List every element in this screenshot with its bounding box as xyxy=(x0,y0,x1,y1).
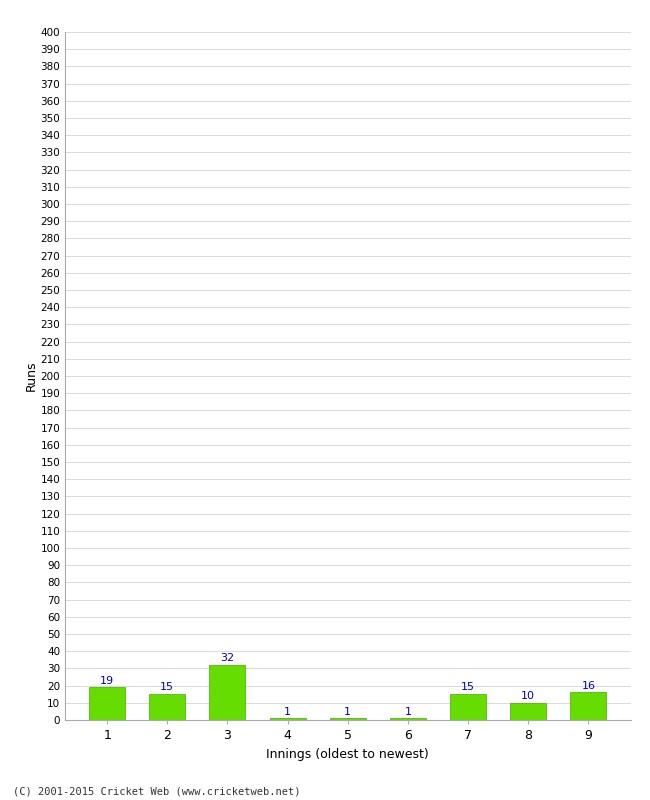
X-axis label: Innings (oldest to newest): Innings (oldest to newest) xyxy=(266,747,429,761)
Text: 10: 10 xyxy=(521,691,535,701)
Bar xyxy=(270,718,306,720)
Bar xyxy=(209,665,246,720)
Text: 1: 1 xyxy=(404,706,411,717)
Text: 15: 15 xyxy=(161,682,174,693)
Bar xyxy=(89,687,125,720)
Bar xyxy=(150,694,185,720)
Text: 16: 16 xyxy=(581,681,595,690)
Bar xyxy=(570,693,606,720)
Text: 1: 1 xyxy=(284,706,291,717)
Bar xyxy=(450,694,486,720)
Text: 19: 19 xyxy=(100,675,114,686)
Text: 1: 1 xyxy=(344,706,351,717)
Text: 32: 32 xyxy=(220,654,235,663)
Y-axis label: Runs: Runs xyxy=(25,361,38,391)
Bar xyxy=(330,718,366,720)
Text: 15: 15 xyxy=(461,682,475,693)
Bar xyxy=(390,718,426,720)
Text: (C) 2001-2015 Cricket Web (www.cricketweb.net): (C) 2001-2015 Cricket Web (www.cricketwe… xyxy=(13,786,300,796)
Bar xyxy=(510,702,546,720)
